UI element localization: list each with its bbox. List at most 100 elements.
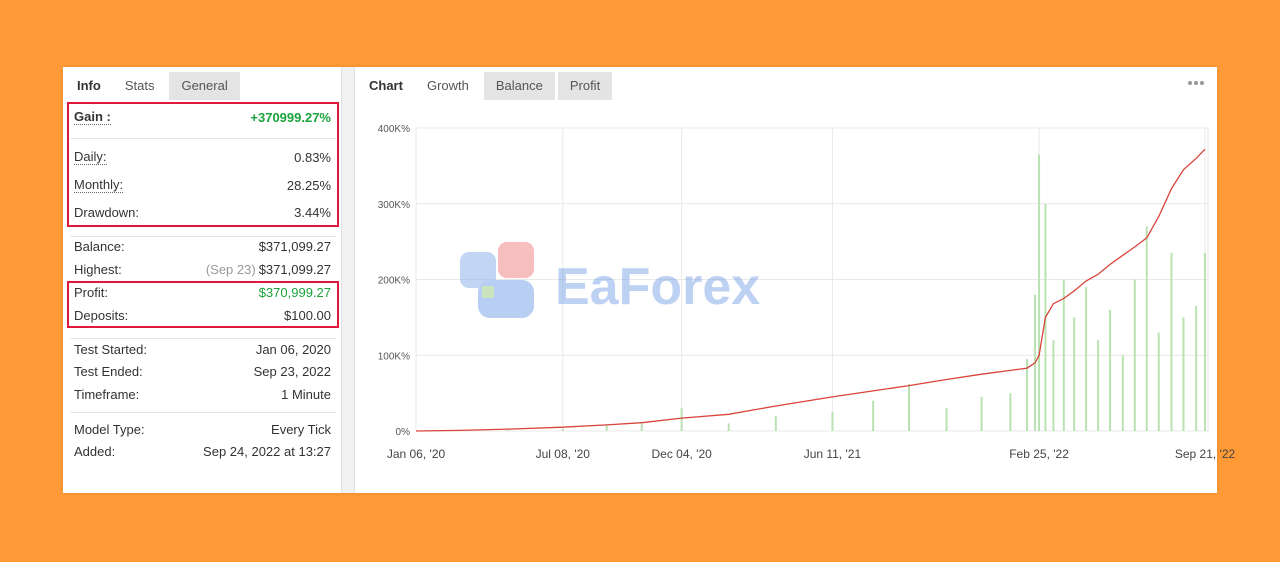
- watermark-logo: [460, 242, 534, 318]
- row-value: +370999.27%: [250, 110, 331, 125]
- row-value: $371,099.27: [258, 262, 331, 277]
- row-value: $371,099.27: [258, 239, 331, 254]
- bar: [1073, 317, 1076, 431]
- highlight-box: [67, 102, 339, 227]
- row-value: Sep 24, 2022 at 13:27: [203, 444, 331, 459]
- separator: [70, 412, 336, 413]
- tab[interactable]: Stats: [124, 78, 155, 93]
- row-value: Jan 06, 2020: [255, 342, 331, 357]
- tab[interactable]: Balance: [483, 72, 555, 100]
- row-value-box: 1 Minute: [150, 387, 331, 403]
- bar: [1121, 355, 1124, 431]
- row-label: Test Started:: [74, 342, 147, 357]
- tab[interactable]: General: [169, 72, 240, 100]
- row-label: Balance:: [74, 239, 125, 254]
- row-note: (Sep 23): [205, 262, 256, 277]
- right-tabs: Chart Growth Balance Profit: [357, 72, 613, 100]
- bar: [1133, 279, 1136, 431]
- bar: [1085, 287, 1088, 431]
- row-value: $370,999.27: [258, 285, 331, 300]
- bar: [1195, 306, 1198, 431]
- bar: [1204, 252, 1206, 431]
- plot-area: 0% 100K% 200K% 300K% 400K% Jan 06, '20 Jul 08,…: [378, 124, 1236, 461]
- highlight-box: [67, 281, 339, 328]
- row-value-box: 3.44%: [150, 205, 331, 221]
- row-value: Sep 23, 2022: [253, 364, 331, 379]
- row-label: Test Ended:: [74, 364, 143, 379]
- row-value-box: 0.83%: [150, 150, 331, 166]
- row-label: Highest:: [74, 262, 122, 277]
- x-tick-label: Jun 11, '21: [804, 447, 862, 461]
- bar: [680, 408, 683, 431]
- bar: [561, 428, 564, 431]
- y-tick-label: 200K%: [378, 276, 410, 287]
- x-tick-label: Dec 04, '20: [651, 447, 712, 461]
- row-label: Monthly:: [74, 177, 124, 193]
- row-label: Daily:: [74, 149, 107, 165]
- bar: [1062, 279, 1065, 431]
- row-value-box: $100.00: [150, 308, 331, 324]
- row-value: 3.44%: [294, 205, 331, 220]
- x-tick-label: Jan 06, '20: [387, 447, 446, 461]
- row-value-box: (Sep 23) $371,099.27: [150, 262, 331, 278]
- bar: [872, 400, 875, 431]
- row-value: $100.00: [284, 308, 331, 323]
- row-value-box: +370999.27%: [150, 110, 331, 126]
- row-value: 1 Minute: [281, 387, 331, 402]
- row-value-box: $370,999.27: [150, 285, 331, 301]
- row-label: Deposits:: [74, 308, 129, 323]
- row-value-box: Sep 23, 2022: [150, 364, 331, 380]
- row-label: Added:: [74, 444, 116, 459]
- left-tabs: Info Stats General: [65, 72, 240, 100]
- row-value: 28.25%: [286, 178, 331, 193]
- y-tick-label: 400K%: [378, 124, 410, 135]
- growth-line: [415, 148, 1206, 432]
- row-value-box: $371,099.27: [150, 239, 331, 255]
- bar: [945, 408, 948, 431]
- row-value-box: Sep 24, 2022 at 13:27: [150, 444, 331, 460]
- row-label: Timeframe:: [74, 387, 140, 402]
- bar: [1182, 317, 1185, 431]
- bar: [1009, 393, 1012, 431]
- tab[interactable]: Chart: [369, 78, 403, 93]
- row-value: 0.83%: [294, 150, 331, 165]
- divider: [341, 67, 355, 493]
- y-tick-label: 0%: [396, 427, 411, 438]
- bar: [1109, 309, 1112, 431]
- bar: [1145, 226, 1148, 431]
- row-label: Model Type:: [74, 422, 145, 437]
- row-label: Drawdown:: [74, 205, 140, 220]
- y-tick-label: 100K%: [378, 351, 410, 362]
- watermark: EaForex: [555, 258, 760, 316]
- tab[interactable]: Profit: [557, 72, 613, 100]
- x-tick-label: Jul 08, '20: [536, 447, 591, 461]
- x-tick-label: Feb 25, '22: [1009, 447, 1069, 461]
- separator: [70, 338, 336, 339]
- bar: [774, 415, 777, 431]
- bar: [980, 396, 983, 431]
- bar: [1157, 332, 1160, 431]
- bar: [831, 412, 834, 431]
- tab[interactable]: Info: [77, 78, 101, 93]
- menu-icon[interactable]: [1188, 81, 1204, 85]
- bar: [727, 423, 730, 431]
- x-tick-label: Sep 21, '22: [1175, 447, 1236, 461]
- y-tick-label: 300K%: [378, 200, 410, 211]
- row-value-box: 28.25%: [150, 178, 331, 194]
- row-value-box: Jan 06, 2020: [150, 342, 331, 358]
- bar: [1052, 340, 1055, 431]
- bar: [507, 429, 510, 431]
- row-value: Every Tick: [271, 422, 331, 437]
- row-value-box: Every Tick: [150, 422, 331, 438]
- separator: [70, 138, 336, 139]
- bar: [1097, 340, 1100, 431]
- bar: [640, 421, 643, 431]
- bar: [1026, 359, 1029, 431]
- bar: [908, 384, 911, 431]
- row-label: Profit:: [74, 285, 108, 300]
- tab[interactable]: Growth: [426, 78, 469, 93]
- separator: [70, 236, 336, 237]
- bar: [605, 424, 608, 431]
- row-label: Gain :: [74, 109, 111, 125]
